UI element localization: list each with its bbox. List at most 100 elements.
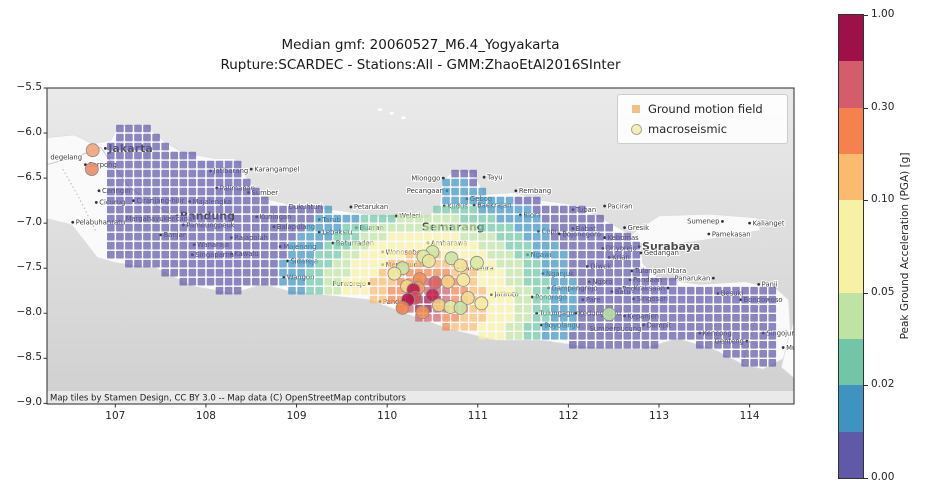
gmf-cell [252, 205, 260, 214]
gmf-cell [125, 241, 133, 250]
gmf-cell [387, 259, 396, 268]
gmf-cell [224, 250, 233, 259]
gmf-cell [387, 214, 396, 223]
gmf-cell [107, 205, 115, 214]
gmf-cell [596, 314, 604, 322]
gmf-cell [696, 341, 704, 349]
gmf-cell [179, 160, 188, 169]
gmf-cell [170, 232, 178, 241]
gmf-cell [315, 214, 323, 223]
gmf-cell [351, 250, 360, 259]
gmf-cell [659, 286, 668, 295]
gmf-cell [351, 277, 360, 286]
gmf-cell [578, 314, 586, 322]
gmf-cell [496, 314, 505, 322]
gmf-cell [523, 305, 532, 313]
gmf-cell [469, 196, 477, 205]
gmf-cell [578, 259, 586, 268]
gmf-cell [632, 277, 641, 286]
gmf-cell [696, 286, 704, 295]
gmf-cell [324, 232, 333, 241]
gmf-cell [197, 250, 206, 259]
gmf-cell [469, 268, 477, 277]
gmf-grid [107, 124, 777, 367]
gmf-cell [532, 332, 541, 340]
gmf-cell [686, 295, 695, 304]
gmf-cell [705, 341, 713, 349]
gmf-cell [532, 305, 541, 313]
gmf-cell [623, 295, 632, 304]
gmf-cell [206, 178, 215, 187]
gmf-cell [587, 295, 595, 304]
gmf-cell [569, 250, 577, 259]
gmf-cell [605, 268, 613, 277]
gmf-cell [469, 223, 477, 232]
gmf-cell [623, 277, 632, 286]
gmf-cell [578, 205, 586, 214]
gmf-cell [578, 323, 586, 331]
gmf-cell [487, 277, 496, 286]
gmf-cell [460, 314, 468, 322]
gmf-cell [596, 286, 604, 295]
gmf-cell [369, 259, 378, 268]
gmf-cell [677, 314, 686, 322]
city-dot [530, 295, 534, 299]
gmf-cell [596, 277, 604, 286]
y-tick-label: −5.5 [16, 81, 43, 93]
gmf-cell [116, 232, 124, 241]
gmf-cell [125, 196, 133, 205]
gmf-cell [442, 323, 450, 331]
gmf-cell [125, 169, 133, 178]
gmf-cell [116, 151, 124, 160]
gmf-cell [560, 314, 568, 322]
gmf-cell [288, 205, 296, 214]
gmf-cell [741, 359, 749, 367]
gmf-cell [116, 133, 124, 142]
gmf-cell [451, 187, 459, 196]
colorbar-tick-label: 0.05 [871, 285, 895, 298]
gmf-cell [759, 350, 767, 358]
gmf-cell [143, 160, 151, 169]
gmf-cell [188, 205, 197, 214]
gmf-cell [378, 223, 387, 232]
gmf-cell [161, 142, 169, 151]
gmf-cell [505, 214, 514, 223]
gmf-cell [116, 205, 124, 214]
x-tick-label: 112 [558, 410, 579, 422]
city-label: Singaparna [195, 251, 234, 259]
colorbar-tick-mark [864, 385, 868, 387]
gmf-cell [560, 295, 568, 304]
gmf-cell [116, 124, 124, 133]
gmf-cell [469, 314, 477, 322]
gmf-cell [741, 295, 749, 304]
city-label: Serpong [88, 161, 116, 169]
gmf-cell [623, 268, 632, 277]
gmf-cell [768, 350, 777, 358]
gmf-cell [460, 241, 468, 250]
gmf-cell [125, 124, 133, 133]
gmf-cell [188, 160, 197, 169]
gmf-cell [197, 187, 206, 196]
colorbar-segment [839, 61, 863, 108]
gmf-cell [514, 232, 523, 241]
gmf-cell [315, 223, 323, 232]
gmf-cell [306, 232, 314, 241]
city-dot [482, 175, 486, 179]
gmf-cell [107, 232, 115, 241]
city-label: Singojuruh [766, 329, 803, 337]
gmf-cell [315, 259, 323, 268]
gmf-cell [523, 232, 532, 241]
city-label: Lebaksiu [322, 228, 352, 236]
gmf-cell [686, 305, 695, 313]
colorbar-segment [839, 153, 863, 201]
gmf-cell [442, 205, 450, 214]
gmf-cell [224, 223, 233, 232]
gmf-cell [578, 214, 586, 223]
gmf-cell [605, 323, 613, 331]
gmf-cell [723, 305, 731, 313]
gmf-cell [233, 214, 242, 223]
gmf-cell [197, 241, 206, 250]
gmf-cell [161, 232, 169, 241]
gmf-cell [360, 277, 369, 286]
